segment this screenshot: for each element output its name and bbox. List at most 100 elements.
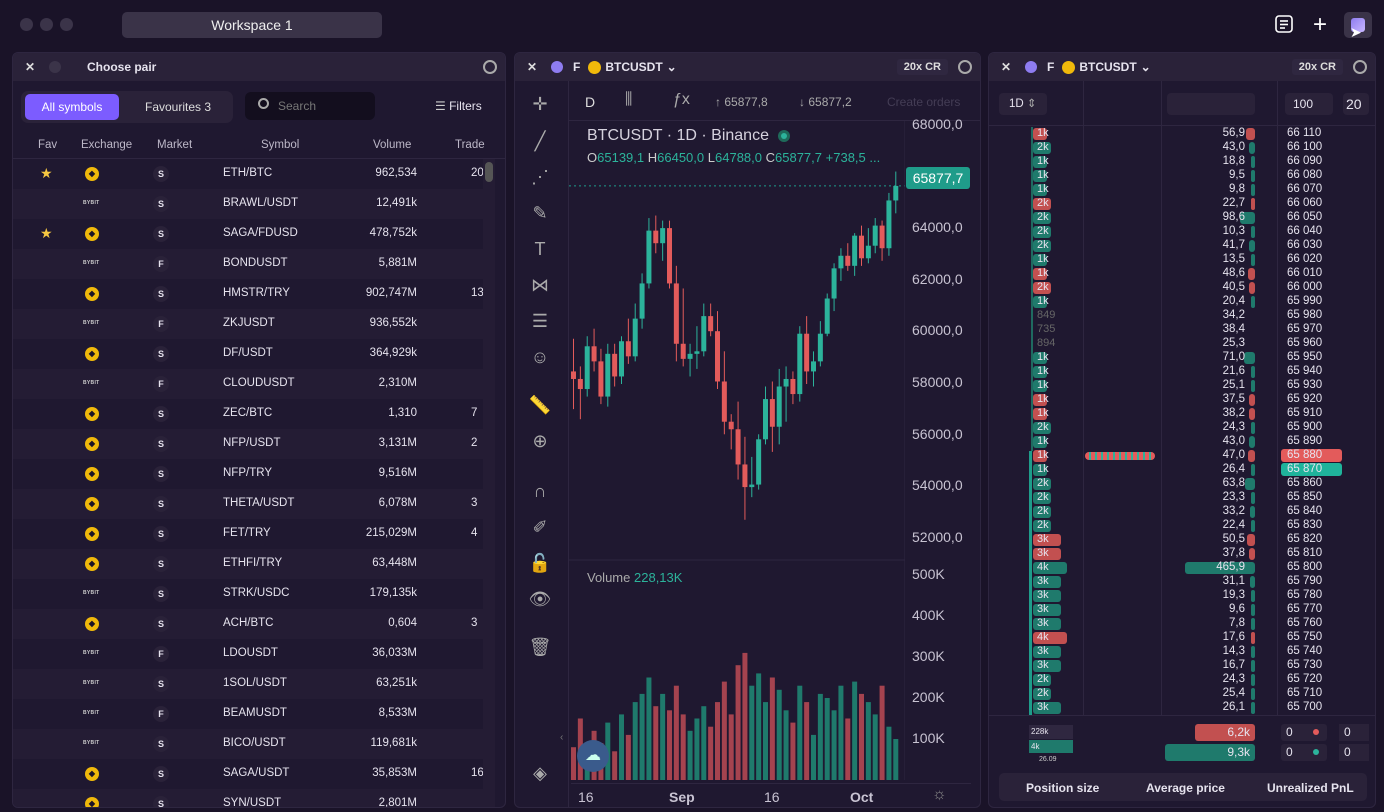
ob-level-row[interactable]: 2k 33,2 65 840 (989, 505, 1369, 519)
magnet-icon[interactable]: ∩ (533, 481, 547, 501)
best-bid[interactable]: 65 870 (1281, 463, 1342, 476)
pair-selector[interactable]: BTCUSDT (605, 60, 663, 74)
trendline-icon[interactable]: ╱ (534, 131, 546, 151)
price-level[interactable]: 65 960 (1287, 337, 1323, 349)
text-icon[interactable]: T (534, 239, 546, 259)
price-level[interactable]: 66 030 (1287, 239, 1323, 251)
link-dot[interactable] (1025, 61, 1037, 73)
add-icon[interactable]: + (1312, 11, 1327, 38)
close-icon[interactable]: ✕ (526, 60, 538, 74)
price-level[interactable]: 65 780 (1287, 589, 1323, 601)
symbol-row[interactable]: BYBIT F ZKJUSDT 936,552k (13, 309, 483, 339)
price-level[interactable]: 65 950 (1287, 351, 1323, 363)
price-level[interactable]: 66 080 (1287, 169, 1323, 181)
chevron-down-icon[interactable]: ⌄ (1140, 60, 1151, 74)
price-level[interactable]: 65 760 (1287, 617, 1323, 629)
notes-icon[interactable] (1273, 14, 1295, 36)
symbol-row[interactable]: ◆ S NFP/TRY 9,516M (13, 459, 483, 489)
col-volume[interactable]: Volume (373, 139, 412, 151)
ob-level-row[interactable]: 3k 50,5 65 820 (989, 533, 1369, 547)
price-level[interactable]: 65 920 (1287, 393, 1323, 405)
settings-icon[interactable] (483, 60, 497, 74)
ob-level-row[interactable]: 1k 37,5 65 920 (989, 393, 1369, 407)
emoji-icon[interactable]: ☺ (530, 347, 550, 367)
ob-level-row[interactable]: 1k 21,6 65 940 (989, 365, 1369, 379)
step-input[interactable]: 100 (1285, 93, 1333, 115)
ob-level-row[interactable]: 3k 9,6 65 770 (989, 603, 1369, 617)
ob-level-row[interactable]: 1k 26,4 65 870 (989, 463, 1369, 477)
chevron-down-icon[interactable]: ⌄ (666, 60, 677, 74)
price-level[interactable]: 66 090 (1287, 155, 1323, 167)
ob-level-row[interactable]: 3k 16,7 65 730 (989, 659, 1369, 673)
ob-level-row[interactable]: 3k 7,8 65 760 (989, 617, 1369, 631)
leverage-badge[interactable]: 20x CR (1291, 59, 1343, 75)
ob-level-row[interactable]: 2k 98,6 66 050 (989, 211, 1369, 225)
crosshair-icon[interactable]: ✛ (532, 94, 548, 114)
settings-icon[interactable] (1353, 60, 1367, 74)
chart-settings-icon[interactable]: ☼ (932, 786, 947, 803)
symbol-row[interactable]: ◆ S NFP/USDT 3,131M 2 (13, 429, 483, 459)
ob-level-row[interactable]: 2k 22,4 65 830 (989, 519, 1369, 533)
price-level[interactable]: 65 980 (1287, 309, 1323, 321)
window-zoom-dot[interactable] (60, 18, 73, 31)
price-level[interactable]: 65 720 (1287, 673, 1323, 685)
ob-level-row[interactable]: 1k 48,6 66 010 (989, 267, 1369, 281)
search-input[interactable]: Search (245, 92, 375, 120)
ob-level-row[interactable]: 1k 9,8 66 070 (989, 183, 1369, 197)
ob-level-row[interactable]: 2k 63,8 65 860 (989, 477, 1369, 491)
symbol-row[interactable]: ◆ S ZEC/BTC 1,310 7 (13, 399, 483, 429)
symbol-row[interactable]: BYBIT F BONDUSDT 5,881M (13, 249, 483, 279)
symbol-row[interactable]: ◆ S DF/USDT 364,929k (13, 339, 483, 369)
price-level[interactable]: 65 850 (1287, 491, 1323, 503)
ob-level-row[interactable]: 3k 37,8 65 810 (989, 547, 1369, 561)
price-level[interactable]: 66 020 (1287, 253, 1323, 265)
settings-icon[interactable] (958, 60, 972, 74)
workspace-selector[interactable]: Workspace 1 (122, 12, 382, 38)
ob-level-row[interactable]: 2k 23,3 65 850 (989, 491, 1369, 505)
ob-level-row[interactable]: 4k 17,6 65 750 (989, 631, 1369, 645)
price-level[interactable]: 65 790 (1287, 575, 1323, 587)
symbol-row[interactable]: BYBIT F LDOUSDT 36,033M (13, 639, 483, 669)
lock-icon[interactable]: 🔓 (528, 553, 552, 573)
ob-level-row[interactable]: 2k 41,7 66 030 (989, 239, 1369, 253)
orderbook-levels[interactable]: 1k 56,9 66 110 2k 43,0 66 100 1k 18,8 66 090 1k 9,… (989, 127, 1375, 717)
ruler-icon[interactable]: 📏 (528, 395, 552, 415)
ob-level-row[interactable]: 2k 40,5 66 000 (989, 281, 1369, 295)
price-level[interactable]: 66 100 (1287, 141, 1323, 153)
symbol-row[interactable]: ◆ S ETHFI/TRY 63,448M (13, 549, 483, 579)
symbol-row[interactable]: BYBIT F BEAMUSDT 8,533M (13, 699, 483, 729)
ob-level-row[interactable]: 1k 20,4 65 990 (989, 295, 1369, 309)
price-level[interactable]: 65 830 (1287, 519, 1323, 531)
price-level[interactable]: 66 110 (1287, 127, 1322, 139)
price-level[interactable]: 66 050 (1287, 211, 1323, 223)
leverage-badge[interactable]: 20x CR (896, 59, 948, 75)
price-level[interactable]: 65 770 (1287, 603, 1323, 615)
ob-level-row[interactable]: 4k 465,9 65 800 (989, 561, 1369, 575)
price-level[interactable]: 65 700 (1287, 701, 1323, 713)
create-orders-button[interactable]: Create orders (887, 95, 961, 109)
tab-position-size[interactable]: Position size (1026, 781, 1100, 795)
indicators-icon[interactable]: ƒx (673, 91, 690, 108)
ob-level-row[interactable]: 3k 26,1 65 700 (989, 701, 1369, 715)
trash-icon[interactable]: 🗑 (528, 637, 552, 657)
ob-level-row[interactable]: 3k 19,3 65 780 (989, 589, 1369, 603)
zoom-icon[interactable]: ⊕ (532, 431, 548, 451)
pair-selector[interactable]: BTCUSDT (1079, 60, 1137, 74)
ob-level-row[interactable]: 849 34,2 65 980 (989, 309, 1369, 323)
collapse-icon[interactable]: ‹ (560, 732, 564, 743)
symbol-row[interactable]: BYBIT S STRK/USDC 179,135k (13, 579, 483, 609)
price-level[interactable]: 66 070 (1287, 183, 1323, 195)
interval-button[interactable]: D (585, 94, 596, 110)
tab-all-symbols[interactable]: All symbols (25, 94, 119, 120)
close-icon[interactable]: ✕ (24, 60, 36, 74)
ob-level-row[interactable]: 2k 24,3 65 900 (989, 421, 1369, 435)
symbol-row[interactable]: ◆ S FET/TRY 215,029M 4 (13, 519, 483, 549)
price-level[interactable]: 65 820 (1287, 533, 1323, 545)
price-level[interactable]: 65 910 (1287, 407, 1323, 419)
ob-level-row[interactable]: 1k 18,8 66 090 (989, 155, 1369, 169)
symbol-row[interactable]: BYBIT S 1SOL/USDT 63,251k (13, 669, 483, 699)
fib-icon[interactable]: ☰ (531, 311, 549, 331)
symbol-row[interactable]: BYBIT S BICO/USDT 119,681k (13, 729, 483, 759)
price-level[interactable]: 65 800 (1287, 561, 1323, 573)
ob-level-row[interactable]: 2k 22,7 66 060 (989, 197, 1369, 211)
